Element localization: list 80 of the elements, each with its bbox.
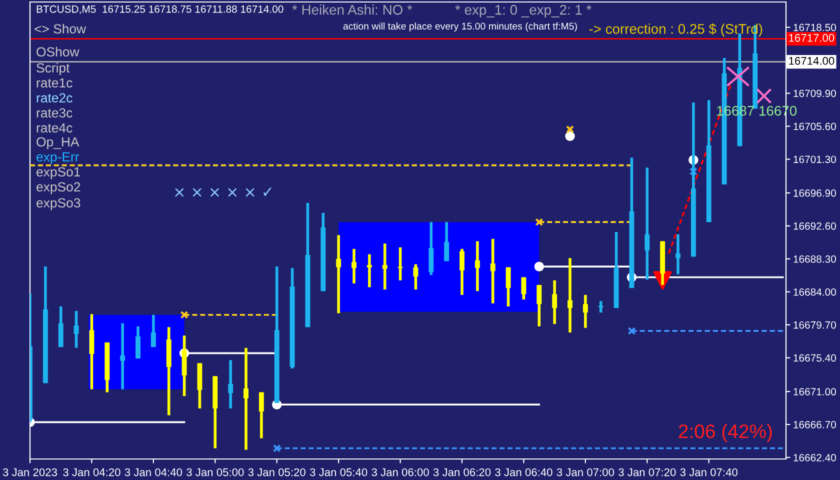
- candlestick: [644, 166, 650, 281]
- annotation: expSo1: [36, 167, 80, 180]
- x-tick-label: 3 Jan 05:00: [186, 468, 244, 476]
- annotation: rate1c: [36, 78, 72, 88]
- candlestick: [474, 240, 480, 292]
- annotation: expSo2: [36, 182, 80, 194]
- y-tick-label: 16684.00: [794, 288, 836, 296]
- candlestick: [89, 312, 94, 391]
- candlestick: [244, 346, 248, 452]
- candlestick: [58, 305, 64, 348]
- candlestick: [552, 278, 558, 326]
- annotation: <> Show: [34, 24, 86, 34]
- y-tick-label: 16696.90: [794, 189, 836, 197]
- x-tick-label: 3 Jan 06:40: [495, 468, 552, 476]
- x-tick-label: 3 Jan 04:20: [63, 468, 120, 476]
- annotation: * Heiken Ashi: NO *: [292, 4, 412, 15]
- y-tick-label: 16666.70: [794, 420, 836, 428]
- candlestick: [136, 324, 140, 360]
- candlestick: [444, 220, 450, 263]
- y-tick-label: 16679.70: [794, 321, 836, 329]
- candlestick: [336, 234, 342, 315]
- annotation: rate3c: [36, 108, 72, 118]
- candlestick: [382, 242, 388, 291]
- point: [180, 310, 188, 319]
- candlestick: [490, 238, 496, 305]
- ref-line-label: 16717.00: [789, 34, 834, 42]
- x-tick-label: 3 Jan 06:00: [372, 468, 429, 476]
- point: [689, 167, 698, 176]
- y-tick-label: 16671.00: [794, 388, 836, 396]
- x-tick-label: 3 Jan 07:40: [680, 468, 738, 476]
- y-tick-label: 16718.50: [794, 24, 836, 32]
- candlestick: [366, 252, 372, 289]
- x-tick-label: 3 Jan 05:20: [248, 468, 306, 476]
- y-tick-label: 16701.30: [794, 156, 836, 164]
- candlestick: [506, 266, 511, 308]
- x-tick-label: 3 Jan 2023: [2, 468, 58, 476]
- point: [566, 125, 574, 134]
- x-tick-label: 3 Jan 04:40: [124, 468, 182, 476]
- x-tick-label: 3 Jan 07:20: [618, 468, 676, 476]
- annotation: exp-Err: [36, 152, 80, 164]
- annotation: * exp_1: 0 _exp_2: 1 *: [455, 4, 592, 18]
- candlestick: [676, 232, 680, 276]
- candlestick: [74, 310, 79, 350]
- candlestick: [536, 284, 542, 328]
- annotation: × × × × × ✓: [175, 188, 272, 197]
- candlestick: [258, 390, 264, 440]
- annotation: OShow: [36, 46, 80, 57]
- candlestick: [150, 313, 156, 348]
- point: [272, 444, 281, 452]
- y-tick-label: 16709.90: [794, 90, 836, 98]
- annotation: action will take place every 15.00 minutes (chart tf:M5): [343, 22, 577, 32]
- candlestick: [120, 322, 126, 391]
- candlestick: [582, 294, 588, 330]
- chart-title: BTCUSD,M5 16715.25 16718.75 16711.88 16714.00: [36, 5, 284, 14]
- candlestick: [521, 276, 526, 301]
- annotation: rate2c: [36, 93, 72, 103]
- y-tick-label: 16688.30: [794, 255, 836, 263]
- ref-line-label: 16714.00: [789, 56, 834, 65]
- candlestick: [228, 358, 234, 410]
- annotation: Op_HA: [36, 137, 80, 150]
- point: [628, 326, 636, 335]
- point: [565, 131, 575, 142]
- candlestick: [413, 262, 418, 291]
- y-tick-label: 16662.40: [794, 454, 836, 462]
- annotation: 2:06 (42%): [678, 424, 772, 442]
- y-tick-label: 16692.60: [794, 222, 836, 230]
- point: [534, 262, 544, 272]
- candlestick: [460, 248, 464, 296]
- point: [535, 218, 544, 226]
- annotation: rate4c: [36, 123, 72, 133]
- x-tick-label: 3 Jan 06:20: [433, 468, 491, 476]
- x-tick-label: 3 Jan 05:40: [310, 468, 368, 476]
- x-tick-label: 3 Jan 07:00: [556, 468, 614, 476]
- candlestick: [428, 220, 434, 276]
- y-tick-label: 16675.40: [794, 354, 836, 362]
- y-tick-label: 16705.60: [794, 122, 836, 130]
- annotation: expSo3: [36, 198, 80, 210]
- candlestick: [568, 256, 572, 334]
- annotation: Script: [36, 62, 70, 76]
- candlestick: [352, 248, 356, 285]
